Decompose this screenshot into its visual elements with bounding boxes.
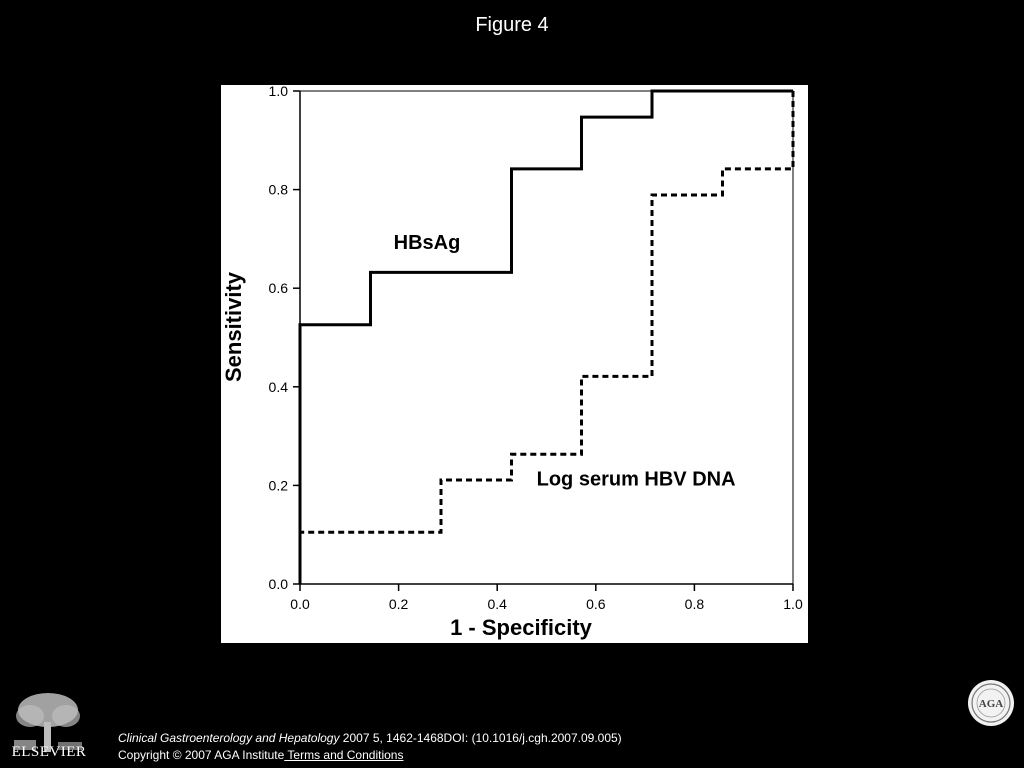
y-tick-label: 1.0	[269, 85, 289, 99]
y-tick-label: 0.0	[269, 576, 289, 592]
y-tick-label: 0.6	[269, 280, 289, 296]
x-tick-label: 0.0	[290, 596, 310, 612]
y-tick-label: 0.8	[269, 182, 289, 198]
x-tick-label: 0.4	[487, 596, 507, 612]
series-label-hbsag: HBsAg	[394, 232, 461, 254]
x-tick-label: 0.2	[389, 596, 409, 612]
x-tick-label: 0.6	[586, 596, 606, 612]
citation-details: 2007 5, 1462-1468DOI: (10.1016/j.cgh.200…	[339, 731, 622, 745]
series-layer	[298, 89, 795, 584]
annotation-layer: HBsAg Log serum HBV DNA	[394, 232, 736, 491]
x-tick-label: 0.8	[685, 596, 705, 612]
figure-panel: 0.0 0.2 0.4 0.6 0.8 1.0 0.0 0.2 0.4 0.6 0.8 1.0 HB…	[221, 85, 808, 643]
x-axis: 0.0 0.2 0.4 0.6 0.8 1.0	[290, 583, 803, 612]
citation-line: Clinical Gastroenterology and Hepatology…	[118, 731, 622, 745]
citation-journal: Clinical Gastroenterology and Hepatology	[118, 731, 340, 745]
copyright-line: Copyright © 2007 AGA Institute Terms and…	[118, 748, 403, 762]
slide-title: Figure 4	[475, 14, 549, 36]
series-line-hbsag	[298, 89, 793, 584]
y-axis: 0.0 0.2 0.4 0.6 0.8 1.0	[269, 85, 301, 592]
x-axis-title: 1 - Specificity	[450, 615, 593, 640]
series-line-log-serum-hbv-dna	[298, 91, 795, 584]
elsevier-tree-icon	[14, 693, 82, 752]
seal-text: AGA	[979, 698, 1004, 710]
terms-link[interactable]: Terms and Conditions	[284, 748, 404, 762]
publisher-name: ELSEVIER	[11, 744, 87, 760]
y-axis-title: Sensitivity	[221, 271, 246, 382]
y-tick-label: 0.2	[269, 477, 289, 493]
series-label-log-serum-hbv-dna: Log serum HBV DNA	[537, 468, 736, 490]
x-tick-label: 1.0	[783, 596, 803, 612]
roc-chart: 0.0 0.2 0.4 0.6 0.8 1.0 0.0 0.2 0.4 0.6 0.8 1.0 HB…	[221, 85, 803, 640]
aga-seal-icon: AGA	[968, 680, 1014, 726]
y-tick-label: 0.4	[269, 379, 289, 395]
copyright-text: Copyright © 2007 AGA Institute	[118, 748, 285, 762]
plot-frame	[299, 90, 794, 585]
